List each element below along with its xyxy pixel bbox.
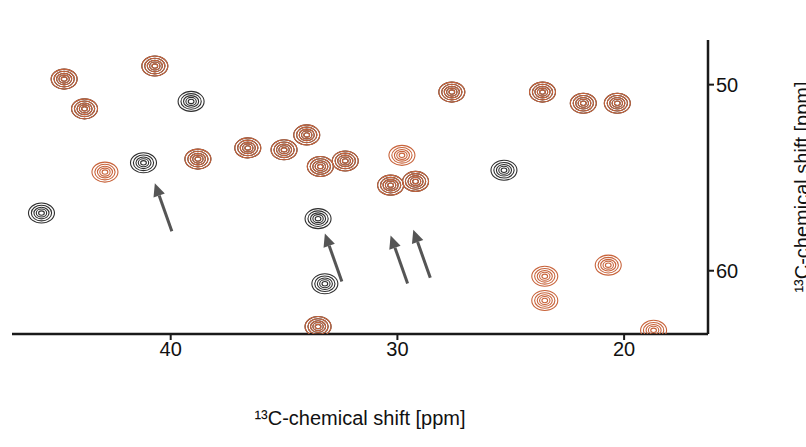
svg-text:50: 50 [716,74,738,96]
svg-text:40: 40 [160,338,182,360]
svg-text:¹³C-chemical shift [ppm]: ¹³C-chemical shift [ppm] [254,407,465,429]
svg-text:30: 30 [386,338,408,360]
svg-text:20: 20 [613,338,635,360]
svg-text:¹³C-chemical shift [ppm]: ¹³C-chemical shift [ppm] [791,81,806,292]
svg-text:60: 60 [716,260,738,282]
